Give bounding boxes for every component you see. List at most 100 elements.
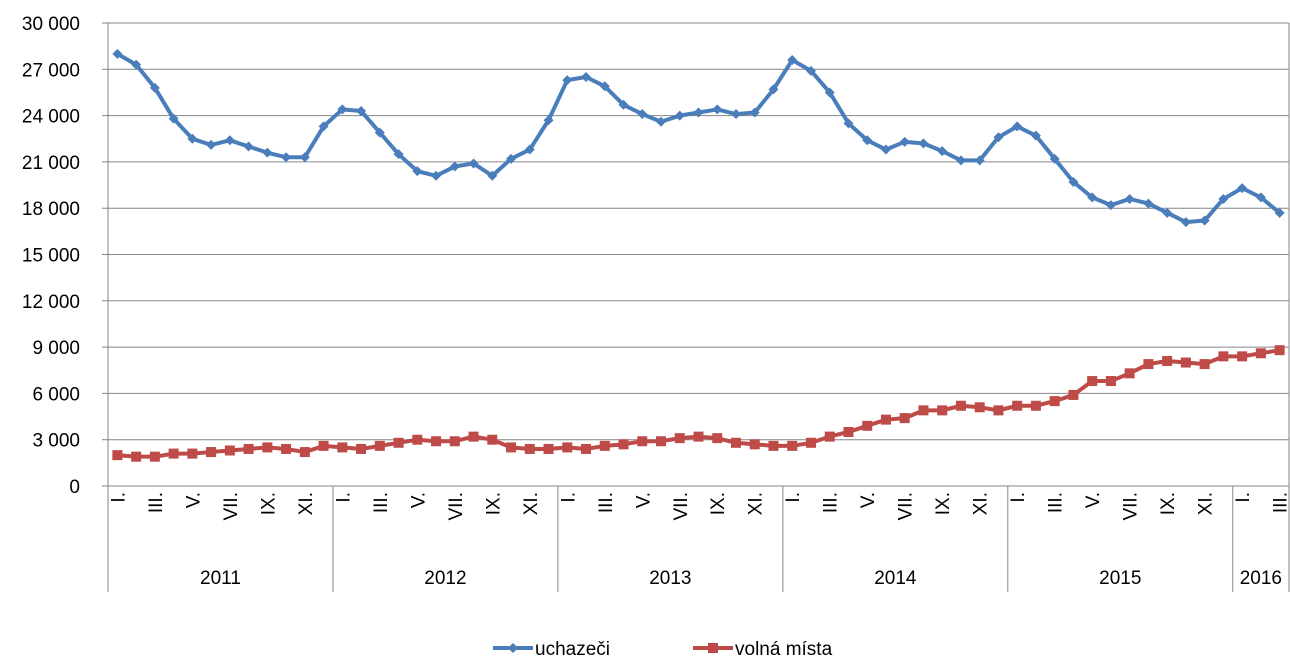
marker: [1199, 215, 1210, 226]
marker: [449, 161, 460, 172]
marker: [281, 152, 292, 163]
marker: [206, 139, 217, 150]
marker: [1068, 176, 1079, 187]
marker: [599, 81, 610, 92]
marker: [1049, 396, 1060, 407]
marker: [937, 146, 948, 157]
x-group-label: 2011: [200, 568, 241, 589]
marker: [206, 447, 217, 458]
marker: [637, 109, 648, 120]
marker: [468, 158, 479, 169]
marker: [824, 431, 835, 442]
x-group-label: 2014: [874, 568, 917, 589]
marker: [899, 413, 910, 424]
marker: [1274, 207, 1285, 218]
marker: [412, 434, 423, 445]
marker: [656, 436, 667, 447]
marker: [487, 170, 498, 181]
marker: [581, 72, 592, 83]
marker: [824, 87, 835, 98]
marker: [543, 443, 554, 454]
x-group-label: 2016: [1240, 568, 1282, 589]
marker: [1087, 376, 1098, 387]
marker: [262, 442, 273, 453]
marker: [562, 75, 573, 86]
x-tick-label: IX.: [1158, 492, 1179, 515]
marker: [1143, 198, 1154, 209]
marker: [1087, 192, 1098, 203]
marker: [1030, 400, 1041, 411]
marker: [374, 440, 385, 451]
marker: [337, 104, 348, 115]
marker: [1180, 217, 1191, 228]
marker: [618, 99, 629, 110]
marker: [918, 405, 929, 416]
marker: [618, 439, 629, 450]
marker: [880, 414, 891, 425]
x-tick-label: I.: [108, 492, 129, 503]
marker: [749, 439, 760, 450]
marker: [1237, 351, 1248, 362]
marker: [1218, 193, 1229, 204]
marker: [524, 443, 535, 454]
marker: [168, 113, 179, 124]
marker: [281, 443, 292, 454]
marker: [412, 166, 423, 177]
y-tick-label: 9 000: [32, 338, 80, 359]
marker: [393, 437, 404, 448]
marker: [749, 107, 760, 118]
x-tick-label: I.: [1008, 492, 1029, 503]
y-tick-label: 27 000: [22, 60, 80, 81]
marker: [112, 450, 123, 461]
marker: [299, 447, 310, 458]
y-tick-label: 6 000: [32, 384, 80, 405]
y-tick-label: 15 000: [22, 246, 80, 267]
marker: [449, 436, 460, 447]
marker: [374, 127, 385, 138]
marker: [637, 436, 648, 447]
y-tick-label: 3 000: [32, 431, 80, 452]
x-tick-label: XI.: [971, 492, 992, 515]
marker: [243, 443, 254, 454]
marker: [843, 118, 854, 129]
marker: [431, 436, 442, 447]
marker: [149, 451, 160, 462]
x-tick-label: XI.: [296, 492, 317, 515]
x-group-label: 2012: [424, 568, 466, 589]
x-group-label: 2015: [1099, 568, 1141, 589]
x-tick-label: III.: [371, 492, 392, 513]
marker: [506, 442, 517, 453]
x-tick-label: XI.: [521, 492, 542, 515]
marker: [843, 426, 854, 437]
x-tick-label: XI.: [746, 492, 767, 515]
marker: [224, 135, 235, 146]
marker: [1124, 193, 1135, 204]
y-tick-label: 30 000: [22, 14, 80, 35]
marker: [862, 420, 873, 431]
marker: [1180, 357, 1191, 368]
x-tick-label: I.: [1233, 492, 1254, 503]
marker: [805, 65, 816, 76]
marker: [318, 440, 329, 451]
marker: [955, 400, 966, 411]
marker: [393, 149, 404, 160]
y-tick-label: 0: [69, 477, 80, 498]
x-tick-label: IX.: [258, 492, 279, 515]
series-line: [116, 52, 1281, 225]
marker: [1068, 389, 1079, 400]
legend-marker: [708, 643, 718, 653]
marker: [880, 144, 891, 155]
marker: [730, 109, 741, 120]
marker: [1255, 192, 1266, 203]
marker: [787, 440, 798, 451]
x-tick-label: V.: [183, 492, 204, 508]
marker: [524, 144, 535, 155]
marker: [187, 448, 198, 459]
x-tick-label: IX.: [708, 492, 729, 515]
x-tick-label: VII.: [671, 492, 692, 521]
x-tick-label: I.: [558, 492, 579, 503]
marker: [730, 437, 741, 448]
marker: [356, 105, 367, 116]
marker: [1012, 400, 1023, 411]
